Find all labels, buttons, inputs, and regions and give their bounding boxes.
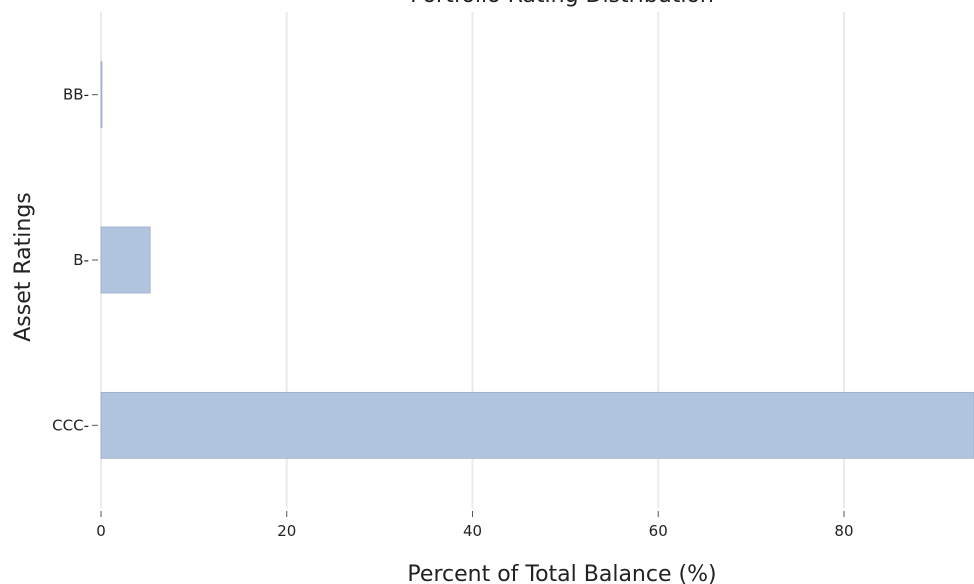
x-tick-label-0: 0 — [96, 522, 106, 540]
x-ticks-layer: 0 20 40 60 80 — [96, 511, 854, 540]
y-tick-label-2: CCC- — [52, 416, 89, 434]
x-tick-label-3: 60 — [649, 522, 668, 540]
x-tick-label-1: 20 — [277, 522, 296, 540]
bar-CCC- — [100, 391, 974, 459]
y-tick-label-0: BB- — [63, 86, 89, 104]
x-axis-label: Percent of Total Balance (%) — [407, 562, 716, 584]
bar-BB- — [100, 61, 103, 129]
bar-B- — [100, 226, 151, 294]
y-tick-label-1: B- — [73, 251, 89, 269]
x-tick-label-4: 80 — [834, 522, 853, 540]
y-axis-label: Asset Ratings — [11, 192, 36, 342]
bars-layer — [100, 61, 974, 459]
x-tick-label-2: 40 — [463, 522, 482, 540]
chart-title: Portfolio Rating Distribution — [410, 0, 714, 8]
y-ticks-layer: BB- B- CCC- — [52, 86, 98, 434]
